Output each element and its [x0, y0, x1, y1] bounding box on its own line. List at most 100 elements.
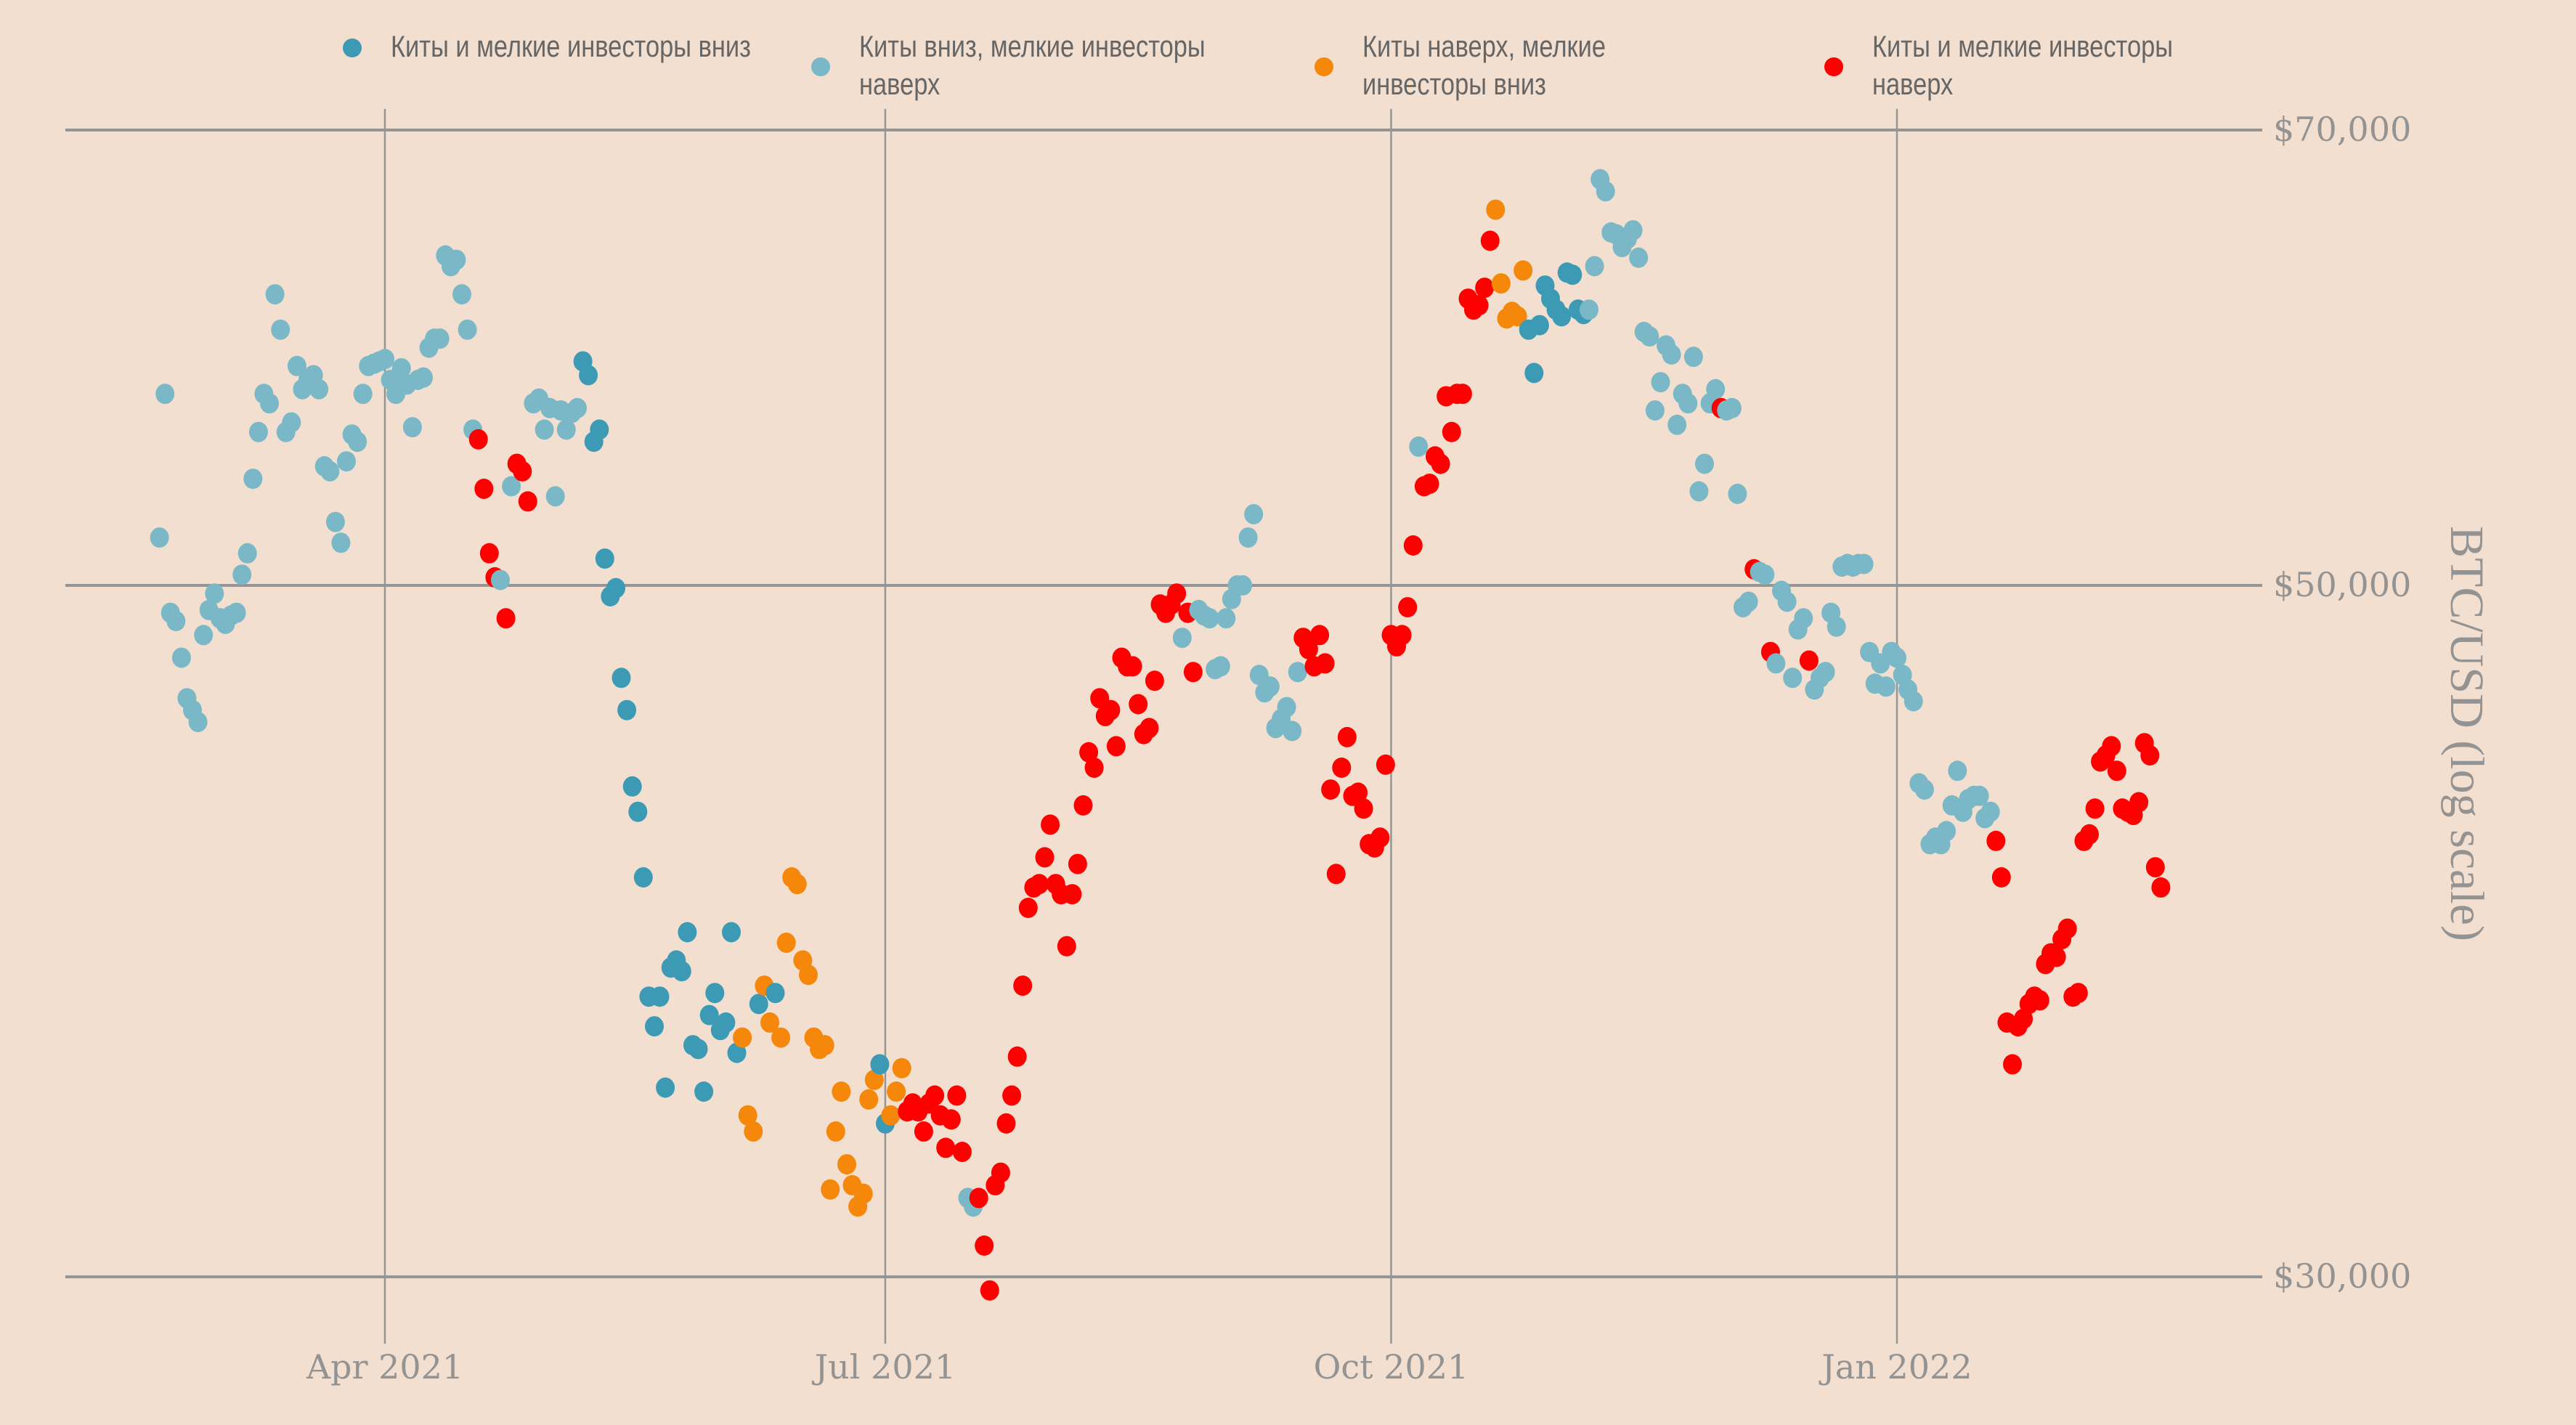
data-point-du [227, 602, 246, 623]
legend-label: Киты наверх, мелкие инвесторы вниз [1362, 29, 1606, 101]
data-point-uu [1123, 656, 1142, 677]
data-point-uu [1167, 583, 1187, 604]
data-point-dd [622, 776, 642, 797]
data-point-uu [952, 1142, 972, 1162]
data-point-du [205, 583, 224, 604]
data-point-du [1244, 504, 1264, 524]
data-point-du [320, 460, 340, 482]
data-point-dd [870, 1054, 890, 1075]
legend-dot-whales-down-small-up [811, 57, 830, 76]
data-point-ud [1508, 306, 1527, 327]
data-point-uu [1068, 853, 1087, 874]
data-point-uu [1337, 726, 1357, 747]
data-point-du [188, 712, 208, 733]
data-point-dd [1524, 362, 1544, 383]
legend-item-both-up[interactable]: Киты и мелкие инвесторы наверх [1824, 28, 2323, 103]
data-point-uu [914, 1121, 933, 1142]
data-point-du [325, 511, 345, 532]
data-point-uu [1326, 864, 1346, 885]
data-point-uu [1057, 935, 1076, 957]
data-point-uu [2047, 946, 2066, 967]
data-point-du [348, 431, 367, 452]
data-point-uu [1398, 597, 1418, 618]
data-point-uu [1986, 830, 2006, 851]
x-tick-label: Oct 2021 [1314, 1347, 1469, 1387]
data-point-dd [1529, 314, 1549, 336]
data-point-du [1948, 760, 1967, 781]
y-tick-label: $50,000 [2273, 565, 2411, 604]
data-point-ud [837, 1154, 856, 1175]
data-point-du [1409, 436, 1429, 457]
data-point-dd [749, 994, 768, 1015]
grid [65, 109, 2262, 1344]
legend-item-both-down[interactable]: Киты и мелкие инвесторы вниз [343, 28, 841, 65]
legend-item-whales-up-small-down[interactable]: Киты наверх, мелкие инвесторы вниз [1315, 28, 1813, 103]
data-point-du [271, 319, 290, 340]
data-point-ud [771, 1027, 791, 1048]
data-point-ud [738, 1105, 757, 1126]
data-point-uu [996, 1113, 1016, 1134]
data-point-du [1728, 484, 1747, 504]
data-point-ud [760, 1012, 779, 1033]
data-point-dd [645, 1016, 664, 1037]
data-point-dd [699, 1004, 719, 1026]
data-point-du [391, 358, 411, 379]
data-point-du [556, 419, 576, 440]
data-point-dd [612, 667, 631, 689]
data-point-uu [1084, 758, 1104, 778]
legend-item-whales-down-small-up[interactable]: Киты вниз, мелкие инвесторы наверх [811, 28, 1309, 103]
data-point-uu [1370, 827, 1390, 848]
data-point-uu [1349, 782, 1368, 803]
data-point-du [375, 349, 394, 370]
data-point-uu [1002, 1085, 1022, 1106]
data-point-uu [1420, 474, 1439, 495]
data-point-uu [2107, 760, 2126, 781]
data-point-du [282, 412, 301, 433]
data-point-du [166, 611, 186, 632]
data-point-uu [1431, 453, 1450, 474]
data-point-uu [969, 1188, 988, 1209]
data-point-dd [694, 1081, 714, 1102]
data-point-uu [1018, 898, 1038, 918]
data-point-uu [1452, 383, 1472, 405]
data-point-du [171, 647, 191, 668]
data-point-uu [1073, 795, 1093, 816]
y-axis-title: BTC/USD (log scale) [2440, 526, 2493, 941]
data-point-dd [606, 577, 625, 598]
data-point-du [1914, 779, 1934, 800]
data-point-du [1739, 591, 1758, 612]
data-point-du [353, 383, 373, 405]
data-point-du [1238, 527, 1258, 548]
legend-label: Киты и мелкие инвесторы вниз [391, 29, 751, 63]
data-point-du [1876, 676, 1896, 697]
data-point-uu [2085, 798, 2105, 819]
data-point-uu [1480, 230, 1500, 251]
data-point-ud [887, 1081, 906, 1102]
data-point-du [545, 486, 565, 507]
data-point-du [1645, 400, 1665, 421]
data-point-uu [2080, 824, 2099, 845]
data-point-du [1172, 628, 1192, 649]
data-point-uu [1315, 653, 1335, 674]
data-point-du [1288, 662, 1307, 683]
data-point-ud [859, 1089, 879, 1110]
data-point-uu [2145, 857, 2165, 878]
data-point-dd [688, 1039, 708, 1060]
x-tick-label: Jul 2021 [812, 1347, 956, 1387]
data-point-du [447, 249, 466, 270]
y-tick-label: $30,000 [2273, 1256, 2411, 1296]
data-point-uu [2068, 983, 2088, 1004]
data-point-du [194, 625, 214, 646]
data-point-du [155, 383, 175, 405]
data-point-du [1277, 697, 1296, 718]
data-point-uu [496, 608, 516, 629]
data-point-uu [474, 479, 494, 499]
data-point-ud [776, 933, 796, 953]
data-point-ud [733, 1027, 752, 1048]
data-point-uu [2129, 792, 2149, 813]
data-point-uu [975, 1235, 994, 1256]
data-point-du [1580, 299, 1598, 320]
data-point-uu [936, 1137, 956, 1158]
data-point-du [1233, 575, 1253, 596]
legend-label: Киты вниз, мелкие инвесторы наверх [859, 29, 1206, 101]
